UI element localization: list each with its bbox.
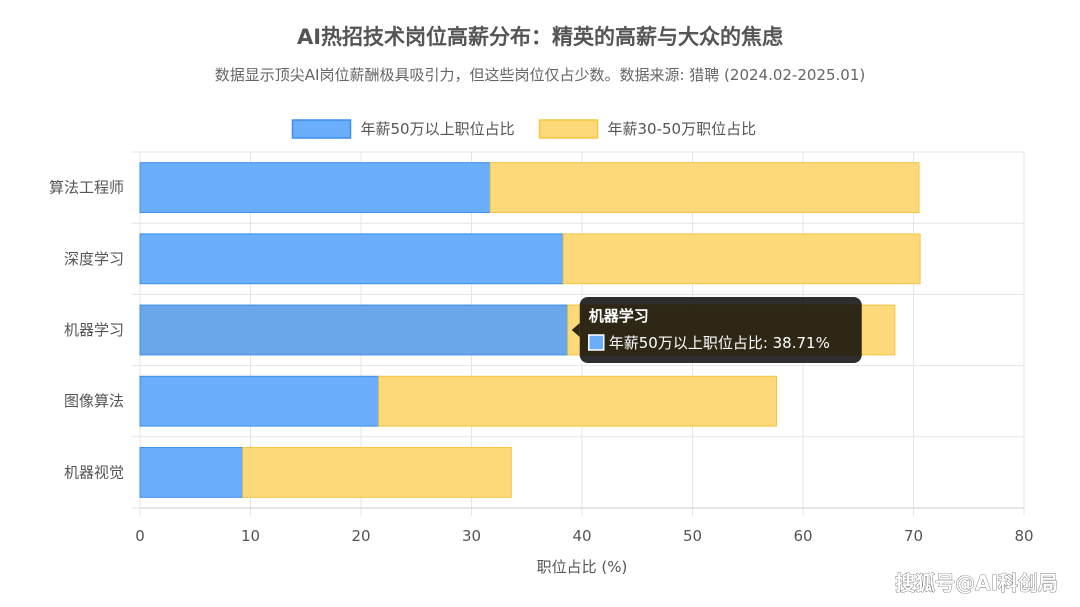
x-tick-label: 0 bbox=[135, 527, 145, 545]
legend-swatch bbox=[291, 119, 352, 139]
bar bbox=[139, 162, 491, 214]
y-tick-label: 机器视觉 bbox=[64, 463, 124, 481]
bar bbox=[242, 446, 512, 498]
y-tick-label: 深度学习 bbox=[64, 250, 124, 268]
tooltip-label: 年薪50万以上职位占比: 38.71% bbox=[609, 334, 830, 352]
tooltip-swatch bbox=[587, 334, 605, 351]
x-tick-label: 80 bbox=[1014, 527, 1033, 545]
bar bbox=[489, 162, 920, 214]
x-tick-label: 60 bbox=[793, 527, 812, 545]
watermark: 搜狐号@AI科创局 bbox=[895, 571, 1058, 595]
x-tick-label: 10 bbox=[241, 527, 260, 545]
legend: 年薪50万以上职位占比 年薪30-50万职位占比 bbox=[291, 119, 757, 139]
bar bbox=[139, 304, 569, 356]
tooltip-title: 机器学习 bbox=[589, 307, 649, 325]
bar bbox=[139, 375, 380, 427]
legend-swatch bbox=[538, 119, 599, 139]
bar bbox=[378, 375, 777, 427]
x-axis-title: 职位占比 (%) bbox=[537, 558, 628, 576]
chart-subtitle: 数据显示顶尖AI岗位薪酬极具吸引力，但这些岗位仅占少数。数据来源: 猎聘 (20… bbox=[215, 66, 865, 84]
bar bbox=[139, 233, 564, 285]
x-tick-label: 50 bbox=[683, 527, 702, 545]
legend-label: 年薪30-50万职位占比 bbox=[608, 120, 757, 138]
bar bbox=[139, 446, 244, 498]
x-tick-label: 40 bbox=[572, 527, 591, 545]
chart-title: AI热招技术岗位高薪分布：精英的高薪与大众的焦虑 bbox=[297, 25, 783, 49]
tooltip-caret bbox=[571, 323, 580, 337]
x-tick-label: 30 bbox=[462, 527, 481, 545]
tooltip-box bbox=[579, 297, 862, 363]
y-tick-label: 算法工程师 bbox=[49, 179, 124, 197]
x-tick-label: 70 bbox=[904, 527, 923, 545]
bar bbox=[562, 233, 921, 285]
x-axis: 0 10 20 30 40 50 60 70 80 bbox=[135, 527, 1033, 545]
x-tick-label: 20 bbox=[351, 527, 370, 545]
y-tick-label: 机器学习 bbox=[64, 321, 124, 339]
legend-label: 年薪50万以上职位占比 bbox=[361, 120, 515, 138]
y-tick-label: 图像算法 bbox=[64, 392, 124, 410]
